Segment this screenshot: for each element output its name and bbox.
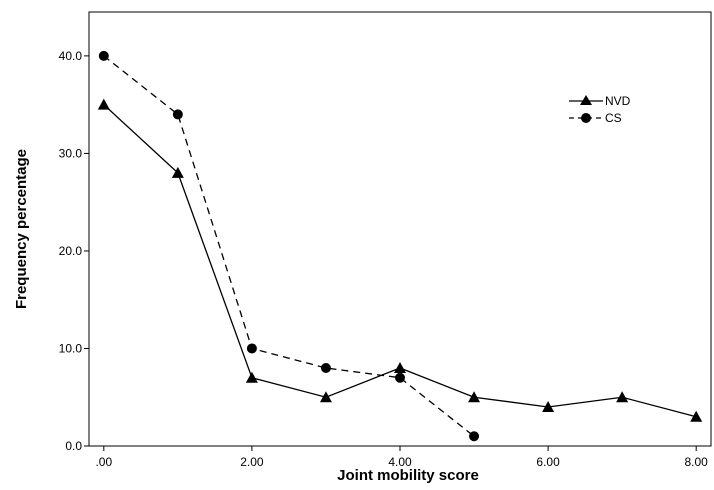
x-tick-label: 2.00 [240, 455, 264, 469]
x-tick-label: 6.00 [536, 455, 560, 469]
y-tick-label: 30.0 [59, 146, 83, 160]
series-cs-point [395, 372, 405, 383]
y-tick-label: 10.0 [59, 341, 83, 355]
series-nvd-point [394, 361, 406, 373]
x-tick-label: .00 [95, 455, 112, 469]
series-cs-point [98, 50, 109, 61]
series-nvd-point [690, 410, 703, 422]
series-nvd-point [97, 98, 110, 110]
x-axis-ticks: .00 2.00 4.00 6.00 8.00 [95, 446, 708, 469]
y-axis-ticks: 0.0 10.0 20.0 30.0 40.0 [59, 49, 89, 453]
series-cs-point [172, 109, 183, 120]
series-cs-point [246, 343, 257, 354]
series-nvd-point [319, 391, 332, 403]
y-axis-title: Frequency percentage [13, 149, 30, 309]
legend-cs-circle-icon [581, 113, 591, 123]
x-tick-label: 4.00 [388, 455, 412, 469]
y-tick-label: 20.0 [59, 244, 83, 258]
series-cs-point [469, 431, 480, 442]
series-cs-point [320, 362, 331, 373]
y-tick-label: 0.0 [65, 439, 82, 453]
series-cs-line [103, 55, 475, 437]
y-tick-label: 40.0 [59, 49, 83, 63]
x-axis-title: Joint mobility score [337, 467, 479, 484]
legend-cs-label: CS [605, 111, 622, 125]
series-layer [97, 50, 703, 442]
series-nvd-point [171, 166, 184, 178]
legend-nvd-triangle-icon [580, 95, 592, 105]
series-cs [98, 50, 480, 442]
x-tick-label: 8.00 [685, 455, 709, 469]
legend: NVD CS [569, 94, 631, 125]
series-nvd-point [542, 400, 555, 412]
series-nvd-point [616, 391, 629, 403]
series-nvd-point [468, 391, 481, 403]
legend-nvd-label: NVD [605, 94, 631, 108]
series-nvd [97, 98, 703, 422]
series-nvd-point [245, 371, 258, 383]
